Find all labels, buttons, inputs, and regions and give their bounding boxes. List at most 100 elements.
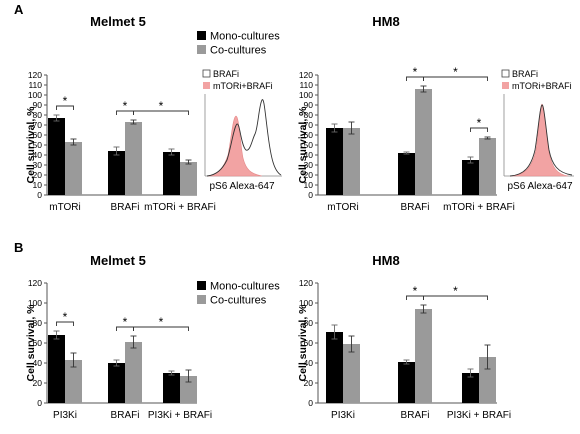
y-tick-label: 60 <box>33 130 43 140</box>
category-label: BRAFi <box>111 202 140 213</box>
significance-bracket <box>423 295 488 300</box>
y-tick-label: 0 <box>308 190 313 200</box>
y-tick-label: 70 <box>33 120 43 130</box>
category-label: BRAFi <box>401 410 430 421</box>
y-tick-label: 100 <box>299 90 313 100</box>
bar-co-2 <box>479 357 496 403</box>
bar-mono-1 <box>108 363 125 403</box>
y-axis-label-b-right: Cell survival, % <box>297 304 309 382</box>
significance-bracket <box>423 76 488 81</box>
bar-co-2 <box>479 138 496 195</box>
y-tick-label: 20 <box>304 378 314 388</box>
y-tick-label: 80 <box>33 318 43 328</box>
y-tick-label: 80 <box>33 110 43 120</box>
category-label: mTORi + BRAFi <box>144 202 216 213</box>
chart-title-b-right: HM8 <box>372 253 399 268</box>
category-label: PI3Ki <box>331 410 355 421</box>
y-tick-label: 120 <box>299 70 313 80</box>
chart-title-b-left: Melmet 5 <box>90 253 146 268</box>
y-tick-label: 10 <box>304 180 314 190</box>
inset-legend-label-combo: mTORi+BRAFi <box>213 81 273 91</box>
bar-mono-2 <box>163 152 180 195</box>
y-tick-label: 30 <box>304 160 314 170</box>
bar-co-1 <box>415 89 432 195</box>
legend-label-mono: Mono-cultures <box>210 281 280 293</box>
category-label: mTORi <box>327 202 358 213</box>
histogram-inset-right: BRAFi mTORi+BRAFi pS6 Alexa-647 <box>501 69 574 192</box>
y-axis-label-a-right: Cell survival, % <box>297 106 309 184</box>
category-label: PI3Ki + BRAFi <box>148 410 212 421</box>
category-label: PI3Ki + BRAFi <box>447 410 511 421</box>
inset-x-label: pS6 Alexa-647 <box>507 181 572 192</box>
bar-co-0 <box>65 360 82 403</box>
y-tick-label: 20 <box>33 170 43 180</box>
significance-star: * <box>63 310 68 324</box>
significance-star: * <box>123 315 128 329</box>
y-tick-label: 100 <box>28 298 42 308</box>
bar-co-0 <box>343 344 360 403</box>
bar-mono-1 <box>398 153 415 195</box>
y-tick-label: 120 <box>299 278 313 288</box>
bar-mono-2 <box>462 160 479 195</box>
inset-legend-label-brafi: BRAFi <box>213 69 239 79</box>
significance-star: * <box>413 284 418 298</box>
y-tick-label: 40 <box>304 358 314 368</box>
category-label: mTORi <box>49 202 80 213</box>
significance-star: * <box>453 284 458 298</box>
bar-co-0 <box>65 142 82 195</box>
significance-bracket <box>470 127 488 132</box>
legend-swatch-mono <box>197 31 206 40</box>
y-tick-label: 90 <box>304 100 314 110</box>
bar-mono-1 <box>108 151 125 195</box>
y-tick-label: 40 <box>304 150 314 160</box>
significance-star: * <box>453 65 458 79</box>
legend-a: Mono-cultures Co-cultures <box>197 31 280 57</box>
legend-swatch-mono <box>197 281 206 290</box>
legend-swatch-co <box>197 295 206 304</box>
significance-star: * <box>413 65 418 79</box>
bar-chart-b-right: 0 20 40 60 80 100 120 PI3Ki BRAFi PI3Ki + BRAFi * * <box>299 278 511 421</box>
y-tick-label: 10 <box>33 180 43 190</box>
y-tick-label: 30 <box>33 160 43 170</box>
y-tick-label: 90 <box>33 100 43 110</box>
inset-histogram-brafi <box>206 99 282 177</box>
y-tick-label: 60 <box>304 338 314 348</box>
inset-legend-label-combo: mTORi+BRAFi <box>512 81 572 91</box>
y-tick-label: 40 <box>33 358 43 368</box>
y-tick-label: 0 <box>308 398 313 408</box>
panel-letter-a: A <box>14 2 24 17</box>
y-tick-label: 80 <box>304 318 314 328</box>
legend-swatch-co <box>197 45 206 54</box>
significance-bracket <box>133 110 189 115</box>
bar-mono-0 <box>326 332 343 403</box>
legend-label-mono: Mono-cultures <box>210 31 280 43</box>
bar-co-1 <box>125 122 142 195</box>
legend-b: Mono-cultures Co-cultures <box>197 281 280 307</box>
inset-x-label: pS6 Alexa-647 <box>209 181 274 192</box>
y-tick-label: 110 <box>28 80 42 90</box>
y-tick-label: 20 <box>304 170 314 180</box>
significance-star: * <box>477 116 482 130</box>
bar-co-0 <box>343 128 360 195</box>
significance-star: * <box>123 99 128 113</box>
y-tick-label: 110 <box>299 80 313 90</box>
y-tick-label: 0 <box>37 398 42 408</box>
inset-histogram-combo <box>509 103 569 177</box>
y-tick-label: 100 <box>28 90 42 100</box>
bar-co-1 <box>125 342 142 403</box>
inset-histogram-brafi <box>509 104 573 177</box>
y-tick-label: 40 <box>33 150 43 160</box>
significance-bracket <box>56 321 74 326</box>
chart-title-a-left: Melmet 5 <box>90 14 146 29</box>
bar-co-2 <box>180 376 197 403</box>
bar-mono-0 <box>326 128 343 195</box>
y-tick-label: 60 <box>304 130 314 140</box>
inset-legend-swatch-combo <box>502 82 509 89</box>
inset-histogram-combo <box>206 115 263 177</box>
category-label: mTORi + BRAFi <box>443 202 515 213</box>
histogram-inset-left: BRAFi mTORi+BRAFi pS6 Alexa-647 <box>202 69 282 192</box>
category-label: PI3Ki <box>53 410 77 421</box>
y-tick-label: 50 <box>33 140 43 150</box>
